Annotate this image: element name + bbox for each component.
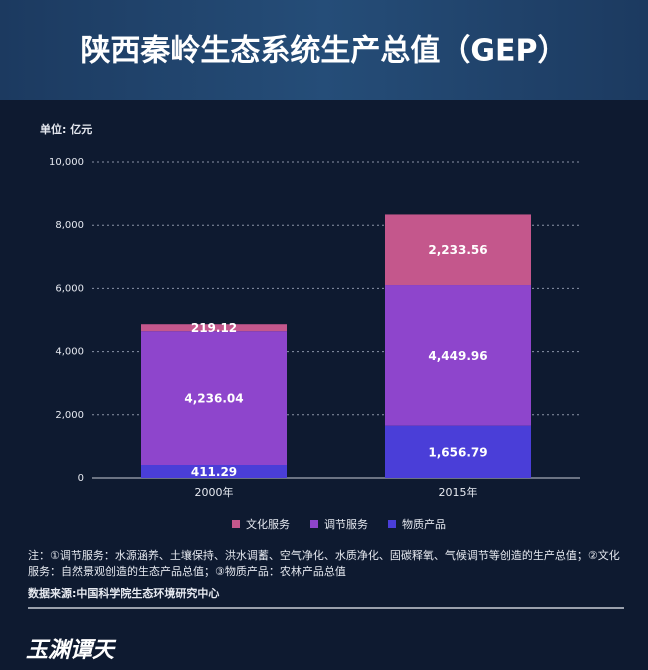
logo: 玉渊谭天 [26,637,115,663]
x-tick-label: 2000年 [195,485,234,499]
y-tick-label: 2,000 [55,410,84,421]
y-tick-label: 10,000 [49,157,84,168]
bar-segment [385,214,531,286]
value-label: 2,233.56 [428,243,487,257]
value-label: 4,236.04 [184,392,243,406]
header-banner [0,0,648,100]
bar-segment [141,331,287,466]
x-tick-label: 2015年 [439,485,478,499]
y-tick-label: 6,000 [55,283,84,294]
legend-swatch [310,520,318,528]
value-label: 1,656.79 [428,445,487,459]
bar-segment [385,425,531,478]
y-tick-label: 4,000 [55,347,84,358]
unit-label: 单位: 亿元 [40,122,92,136]
value-label: 411.29 [191,465,237,479]
bar-segment [385,285,531,426]
y-tick-label: 8,000 [55,220,84,231]
y-tick-label: 0 [78,473,84,484]
bar-segment [141,324,287,332]
chart-title: 陕西秦岭生态系统生产总值（GEP） [80,34,567,69]
legend-label: 物质产品 [402,517,446,531]
legend-swatch [388,520,396,528]
legend-label: 调节服务 [324,518,368,531]
legend-swatch [232,520,240,528]
value-label: 4,449.96 [428,349,487,363]
value-label: 219.12 [191,321,237,335]
legend-label: 文化服务 [246,517,290,531]
bar-segment [141,465,287,478]
notes: 注：①调节服务：水源涵养、土壤保持、洪水调蓄、空气净化、水质净化、固碳释氧、气候… [28,549,620,578]
source: 数据来源:中国科学院生态环境研究中心 [28,587,220,600]
